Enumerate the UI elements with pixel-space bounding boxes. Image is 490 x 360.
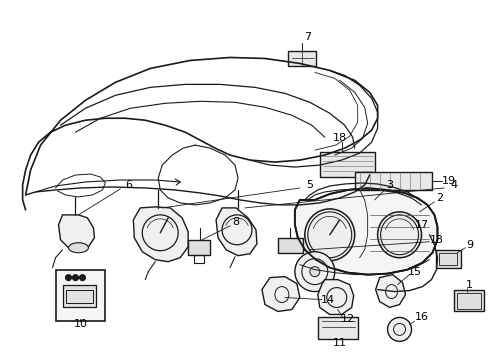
Polygon shape [262,276,300,311]
Circle shape [295,252,335,292]
Bar [320,152,375,177]
Text: 15: 15 [408,267,421,276]
Text: 5: 5 [306,180,313,190]
Polygon shape [376,275,406,307]
Bar [454,289,484,311]
Text: 3: 3 [386,180,393,190]
Bar [188,240,210,255]
Bar [457,293,481,309]
Polygon shape [58,215,95,250]
Bar [194,255,204,263]
Ellipse shape [69,243,89,253]
Polygon shape [318,280,354,315]
Ellipse shape [305,209,355,261]
Text: 16: 16 [415,312,428,323]
Text: 1: 1 [466,280,473,289]
Polygon shape [133,207,188,262]
Polygon shape [295,188,438,275]
Text: 13: 13 [429,235,443,245]
Text: 12: 12 [341,314,355,324]
Text: 10: 10 [74,319,88,329]
Ellipse shape [378,212,421,258]
Text: 8: 8 [232,217,240,227]
Circle shape [388,318,412,341]
Text: 6: 6 [125,180,132,190]
Bar [288,50,316,67]
Ellipse shape [310,267,320,276]
Bar [355,172,433,190]
Text: 18: 18 [333,133,347,143]
Bar [63,285,97,306]
Text: 11: 11 [333,338,347,348]
Text: 19: 19 [441,176,456,186]
Text: 17: 17 [415,220,429,230]
Bar [55,270,105,321]
Circle shape [73,275,78,280]
Text: 2: 2 [436,193,443,203]
Circle shape [66,275,72,280]
Bar [318,318,358,339]
Text: 14: 14 [320,294,335,305]
Bar [278,238,303,253]
Text: 4: 4 [451,180,458,190]
Bar [437,250,462,268]
Text: 7: 7 [304,32,311,41]
Circle shape [79,275,85,280]
Bar [440,253,457,265]
Text: 9: 9 [466,240,473,250]
Polygon shape [216,208,257,256]
Bar [66,289,94,302]
